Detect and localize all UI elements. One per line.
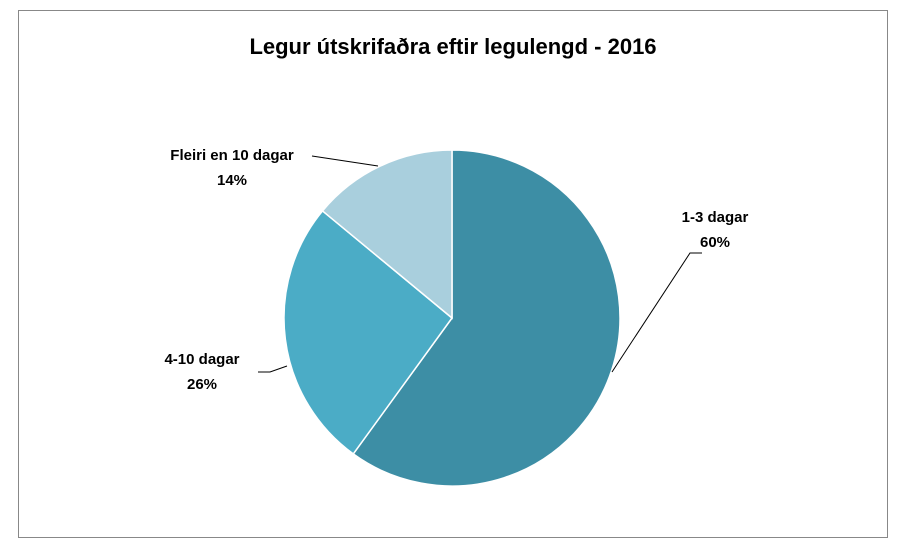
category-label: 1-3 dagar	[682, 209, 749, 226]
pie-slice	[352, 149, 621, 487]
data-label: 1-3 dagar 60%	[682, 209, 749, 251]
pie-slice	[283, 209, 454, 455]
chart-title: Legur útskrifaðra eftir legulengd - 2016	[249, 34, 656, 59]
value-label: 26%	[187, 376, 217, 393]
pie-slice	[321, 149, 453, 320]
value-label: 60%	[700, 234, 730, 251]
leader-line	[611, 252, 702, 373]
leader-line	[311, 155, 379, 167]
data-label: 4-10 dagar 26%	[164, 351, 239, 393]
category-label: Fleiri en 10 dagar	[170, 147, 294, 164]
category-label: 4-10 dagar	[164, 351, 239, 368]
value-label: 14%	[217, 172, 247, 189]
data-label: Fleiri en 10 dagar 14%	[170, 147, 294, 189]
leader-line	[258, 365, 288, 373]
